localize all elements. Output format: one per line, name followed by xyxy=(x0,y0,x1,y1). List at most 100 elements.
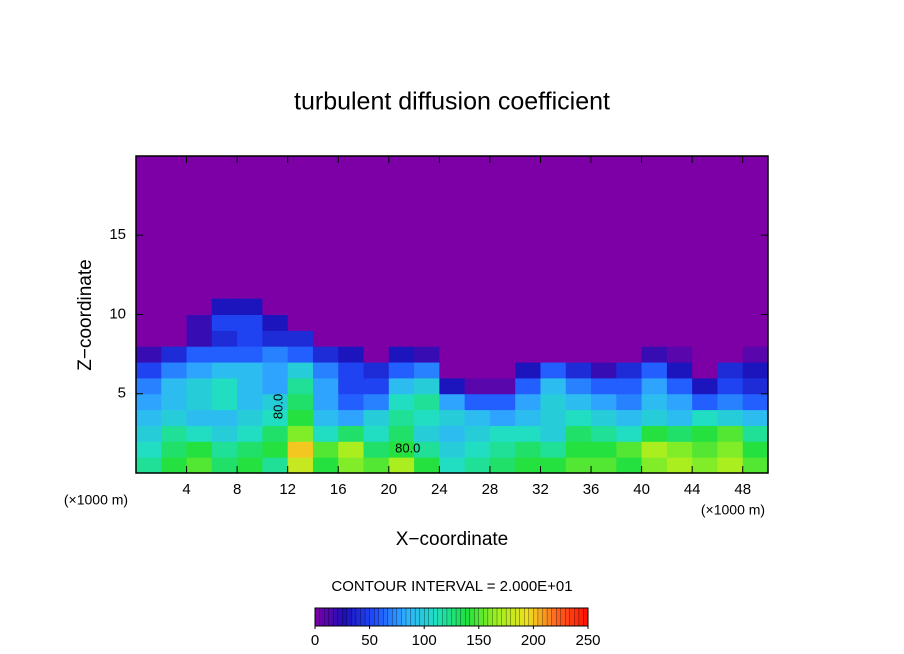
field-cell xyxy=(211,377,238,395)
field-cell xyxy=(717,393,744,411)
field-cell xyxy=(591,362,617,379)
field-cell xyxy=(616,441,643,458)
colorbar-swatch xyxy=(569,607,575,627)
field-cell xyxy=(489,314,516,331)
field-cell xyxy=(262,457,289,474)
field-cell xyxy=(211,346,238,363)
field-cell xyxy=(439,377,466,395)
field-cell xyxy=(136,377,162,395)
field-cell xyxy=(666,393,693,411)
field-cell xyxy=(540,330,567,347)
y-tick-label: 10 xyxy=(109,305,126,322)
field-cell xyxy=(161,298,188,315)
field-cell xyxy=(666,377,693,395)
colorbar-swatch xyxy=(405,607,411,627)
field-cell xyxy=(464,425,491,442)
field-cell xyxy=(489,362,516,379)
field-cell xyxy=(388,409,415,426)
field-cell xyxy=(565,409,592,426)
field-cell xyxy=(237,377,263,395)
colorbar-swatch xyxy=(342,607,348,627)
colorbar-swatch xyxy=(478,607,484,627)
field-cell xyxy=(540,441,567,458)
field-cell xyxy=(641,457,668,474)
field-cell xyxy=(363,314,390,331)
x-tick-label: 8 xyxy=(233,481,241,498)
field-cell xyxy=(540,298,567,315)
field-cell xyxy=(338,425,365,442)
x-tick-label: 20 xyxy=(380,481,397,498)
field-cell xyxy=(388,457,415,474)
field-cell xyxy=(388,298,415,315)
x-tick-label: 28 xyxy=(482,481,499,498)
field-cell xyxy=(338,409,365,426)
field-cell xyxy=(489,441,516,458)
colorbar-swatch xyxy=(328,607,334,627)
colorbar-tick-label: 150 xyxy=(466,632,491,649)
field-cell xyxy=(464,457,491,474)
colorbar-swatch xyxy=(428,607,434,627)
field-cell xyxy=(338,298,365,315)
colorbar-swatch xyxy=(492,607,498,627)
field-cell xyxy=(262,409,289,426)
colorbar-swatch xyxy=(355,607,361,627)
x-tick-label: 4 xyxy=(182,481,190,498)
field-cell xyxy=(439,314,466,331)
field-cell xyxy=(591,457,617,474)
field-cell xyxy=(742,314,769,331)
field-cell xyxy=(312,377,339,395)
field-cell xyxy=(742,298,769,315)
field-cell xyxy=(136,441,162,458)
field-cell xyxy=(692,314,718,331)
field-cell xyxy=(692,346,718,363)
field-cell xyxy=(287,298,314,315)
field-cell xyxy=(363,377,390,395)
field-cell xyxy=(742,441,769,458)
field-cell xyxy=(515,377,541,395)
field-cell xyxy=(161,362,188,379)
field-cell xyxy=(414,314,440,331)
field-cell xyxy=(439,330,466,347)
field-cell xyxy=(717,298,744,315)
field-cell xyxy=(666,457,693,474)
field-cell xyxy=(666,441,693,458)
field-cell xyxy=(489,330,516,347)
field-cell xyxy=(464,393,491,411)
chart-title: turbulent diffusion coefficient xyxy=(294,88,610,116)
field-cell xyxy=(237,314,263,331)
field-cell xyxy=(540,409,567,426)
field-cell xyxy=(489,425,516,442)
field-cell xyxy=(666,314,693,331)
field-cell xyxy=(489,457,516,474)
colorbar-swatch xyxy=(383,607,389,627)
field-cell xyxy=(489,298,516,315)
field-cell xyxy=(565,330,592,347)
contour-label: 80.0 xyxy=(395,441,420,456)
field-cell xyxy=(742,362,769,379)
colorbar-swatch xyxy=(410,607,416,627)
field-cell xyxy=(666,346,693,363)
field-cell xyxy=(363,362,390,379)
colorbar-swatch xyxy=(519,607,525,627)
colorbar-swatch xyxy=(565,607,571,627)
field-cell xyxy=(591,409,617,426)
field-cell xyxy=(717,457,744,474)
field-cell xyxy=(237,457,263,474)
field-cell xyxy=(161,425,188,442)
colorbar-swatch xyxy=(360,607,366,627)
colorbar-swatch xyxy=(433,607,439,627)
field xyxy=(136,156,769,474)
field-cell xyxy=(616,330,643,347)
field-cell xyxy=(742,377,769,395)
colorbar-swatch xyxy=(524,607,530,627)
x-axis-label: X−coordinate xyxy=(396,529,509,550)
field-cell xyxy=(414,346,440,363)
field-cell xyxy=(186,377,213,395)
field-cell xyxy=(565,377,592,395)
field-cell xyxy=(515,298,541,315)
colorbar-swatch xyxy=(414,607,421,627)
field-cell xyxy=(262,393,289,411)
field-cell xyxy=(338,457,365,474)
field-cell xyxy=(641,393,668,411)
field-cell xyxy=(312,298,339,315)
